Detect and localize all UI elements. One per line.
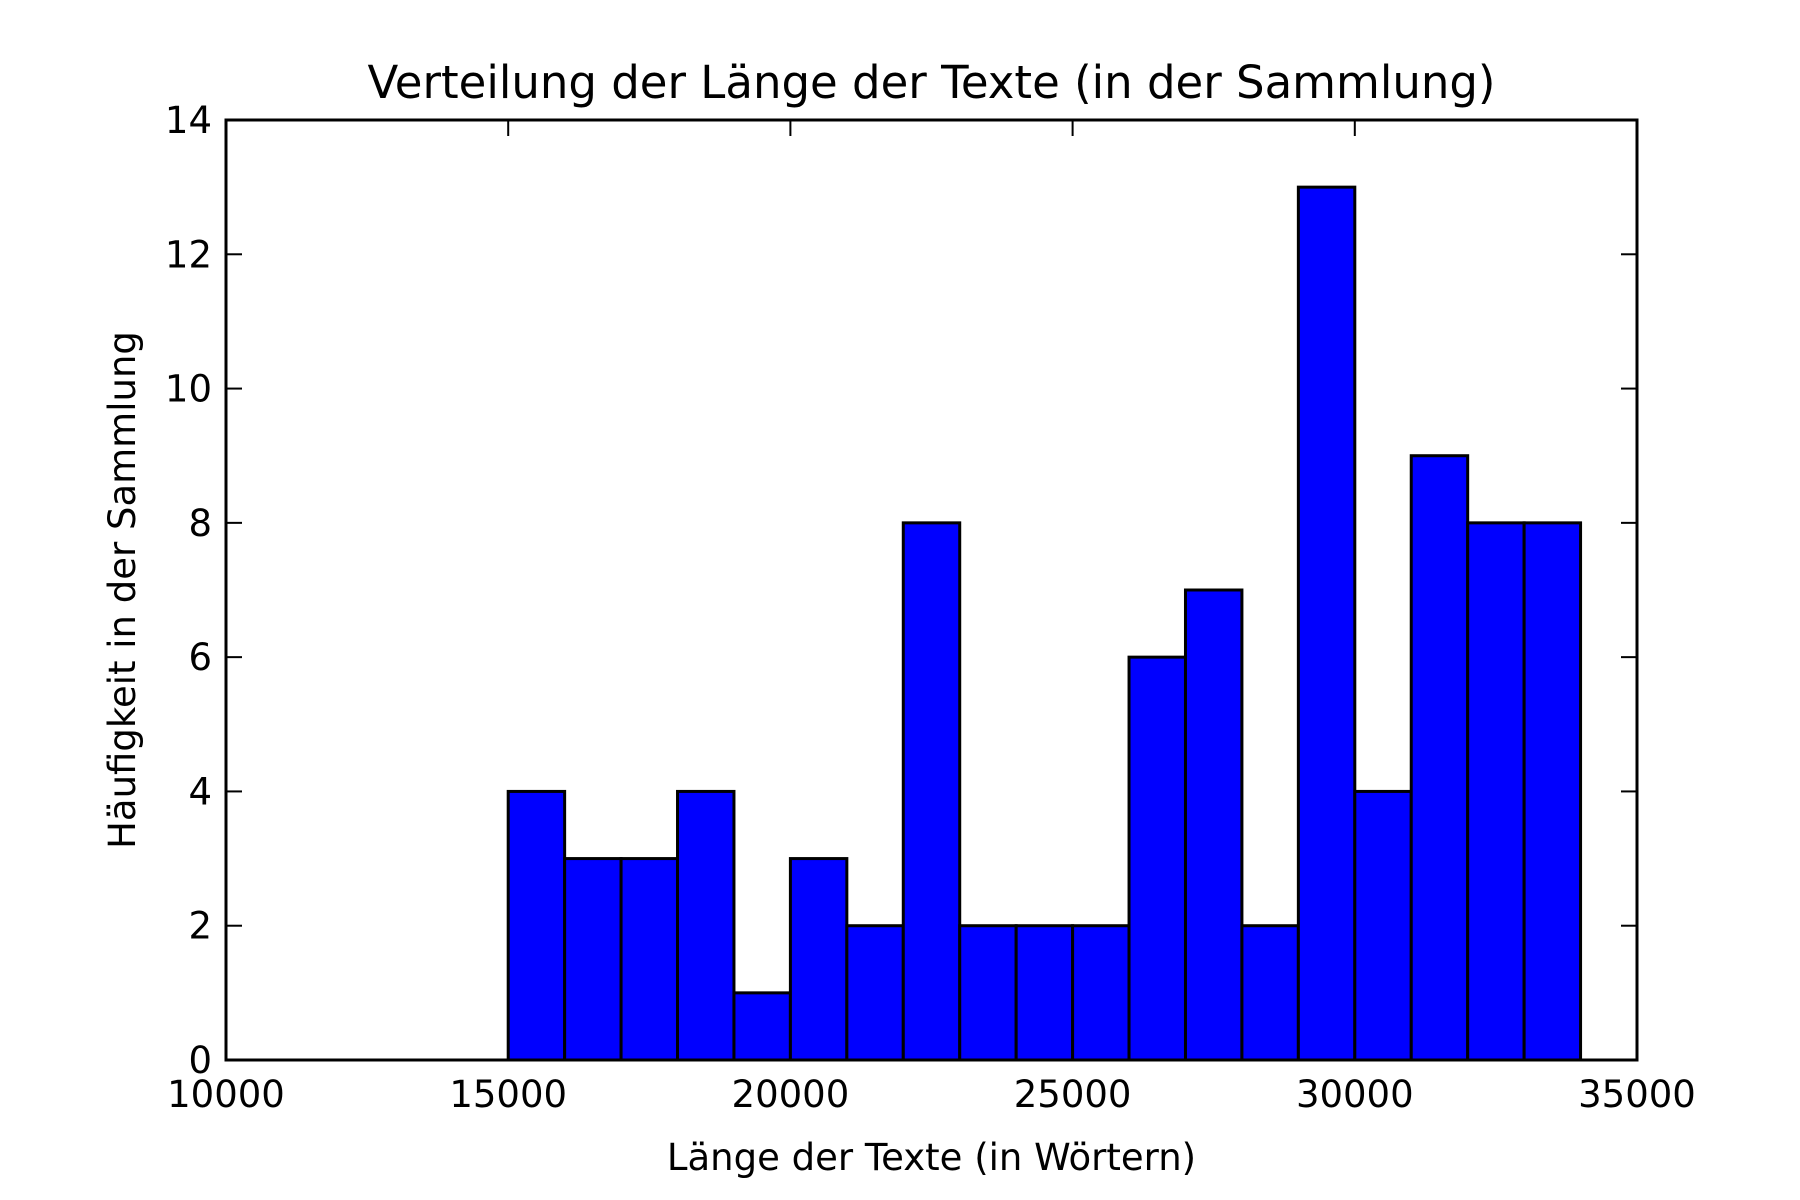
histogram-bar [563,857,623,1062]
x-tick-label: 10000 [167,1073,285,1116]
y-tick-label: 14 [165,99,212,142]
y-tick-label: 6 [188,636,212,679]
y-tick-label: 4 [188,770,212,813]
histogram-bar [1466,521,1526,1062]
histogram-bar [958,924,1018,1062]
x-tick-label: 25000 [1014,1073,1132,1116]
y-tick-label: 0 [188,1039,212,1082]
plot-frame [224,118,1639,1062]
x-tick-label: 35000 [1578,1073,1696,1116]
histogram-bar [1409,454,1470,1062]
y-axis-label: Häufigkeit in der Sammlung [101,331,144,849]
histogram-bar [1014,924,1075,1062]
y-tick-label: 10 [165,368,212,411]
histogram-bar [845,924,905,1062]
tick-labels-group: 10000 15000 20000 25000 30000 35000 0 2 4 6 8 10 12 1… [165,99,1696,1116]
histogram-bar [1296,185,1357,1062]
histogram-bar [732,991,792,1062]
chart-title: Verteilung der Länge der Texte (in der S… [368,56,1496,109]
histogram-bar [901,521,962,1062]
y-tick-label: 8 [188,502,212,545]
histogram-bar [1183,588,1244,1062]
histogram-bar [1240,924,1300,1062]
histogram-bar [506,789,567,1062]
x-tick-label: 30000 [1296,1073,1414,1116]
bars-group [506,185,1583,1062]
y-tick-label: 2 [188,905,212,948]
histogram-bar [1127,655,1187,1062]
histogram-bar [1353,789,1413,1062]
histogram-bar [676,789,736,1062]
x-axis-label: Länge der Texte (in Wörtern) [667,1136,1196,1179]
x-tick-label: 20000 [732,1073,850,1116]
x-tick-label: 15000 [449,1073,567,1116]
y-tick-label: 12 [165,233,212,276]
histogram-bar [619,857,680,1062]
histogram-bar [1522,521,1583,1062]
histogram-bar [1071,924,1131,1062]
histogram-bar [788,857,849,1062]
